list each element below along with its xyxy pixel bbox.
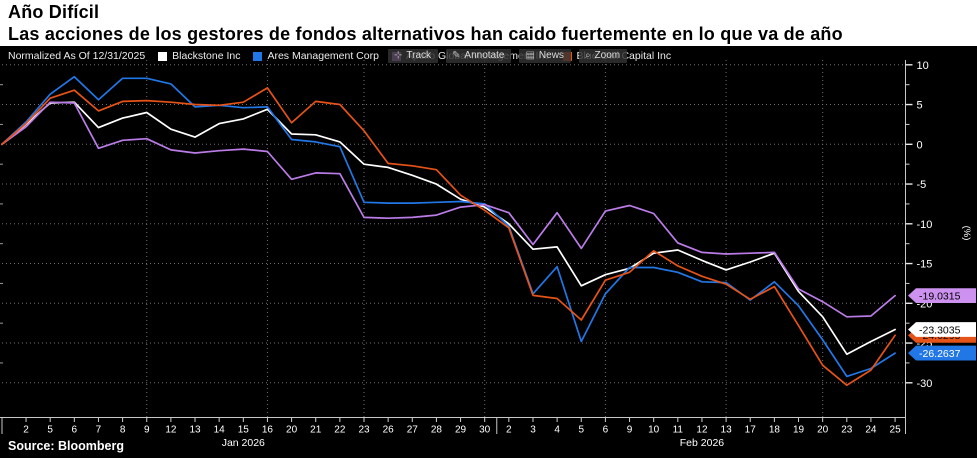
- zoom-magnifier-icon: ⌕: [585, 51, 591, 61]
- x-tick-label: 9: [144, 425, 150, 436]
- news-button[interactable]: ▤ News: [519, 49, 570, 63]
- y-tick-label: 10: [917, 60, 929, 72]
- x-tick-label: 19: [793, 425, 805, 436]
- x-tick-label: 13: [189, 425, 201, 436]
- x-tick-label: 6: [603, 425, 609, 436]
- x-tick-label: 6: [72, 425, 78, 436]
- y-tick-label: -30: [917, 378, 933, 390]
- page-subtitle: Las acciones de los gestores de fondos a…: [8, 23, 969, 45]
- chart-area: Normalized As Of 12/31/2025 Blackstone I…: [0, 46, 977, 458]
- annotate-button[interactable]: ✎ Annotate: [446, 49, 511, 63]
- x-tick-label: 17: [745, 425, 757, 436]
- zoom-button[interactable]: ⌕ Zoom: [579, 49, 627, 63]
- x-tick-label: 5: [47, 425, 53, 436]
- toolbar-button-label: Zoom: [595, 50, 621, 61]
- source-attribution: Source: Bloomberg: [8, 439, 124, 453]
- y-tick-label: 0: [917, 139, 923, 151]
- toolbar-button-label: Annotate: [464, 50, 504, 61]
- x-tick-label: 23: [841, 425, 853, 436]
- y-tick-label: -15: [917, 259, 933, 271]
- track-button[interactable]: ⊹ Track: [388, 49, 438, 63]
- x-tick-label: 15: [238, 425, 250, 436]
- x-tick-label: 13: [721, 425, 733, 436]
- x-tick-label: 21: [310, 425, 322, 436]
- price-label-value: -19.0315: [919, 290, 961, 302]
- x-tick-label: 10: [648, 425, 660, 436]
- x-tick-label: 22: [334, 425, 346, 436]
- price-label-value: -23.3035: [919, 324, 961, 336]
- series-line-apollo-global-management-inc: [2, 102, 895, 317]
- x-tick-label: 4: [554, 425, 560, 436]
- toolbar-button-label: Track: [406, 50, 431, 61]
- x-tick-label: 16: [262, 425, 274, 436]
- x-tick-label: 5: [578, 425, 584, 436]
- y-tick-label: -5: [917, 179, 927, 191]
- y-axis-unit-label: (%): [961, 226, 972, 241]
- month-label: Jan 2026: [222, 437, 265, 449]
- x-tick-label: 7: [96, 425, 102, 436]
- x-tick-label: 20: [286, 425, 298, 436]
- series-line-ares-management-corp: [2, 77, 895, 377]
- x-tick-label: 23: [358, 425, 370, 436]
- news-icon: ▤: [525, 51, 534, 61]
- chart-plot[interactable]: 1050-5-10-15-20-25-302567891213141516202…: [0, 46, 977, 458]
- annotate-pencil-icon: ✎: [452, 51, 460, 61]
- page-title: Año Difícil: [8, 2, 969, 23]
- x-tick-label: 14: [214, 425, 226, 436]
- x-tick-label: 28: [431, 425, 443, 436]
- x-tick-label: 29: [455, 425, 467, 436]
- y-tick-label: -10: [917, 219, 933, 231]
- x-tick-label: 25: [890, 425, 902, 436]
- x-tick-label: 11: [673, 425, 684, 436]
- track-crosshair-icon: ⊹: [394, 51, 402, 61]
- x-tick-label: 18: [769, 425, 781, 436]
- series-line-blue-owl-capital-inc: [2, 88, 895, 385]
- x-tick-label: 12: [165, 425, 177, 436]
- x-tick-label: 2: [506, 425, 512, 436]
- toolbar-button-label: News: [539, 50, 564, 61]
- price-label-value: -26.2637: [919, 348, 961, 360]
- x-tick-label: 27: [407, 425, 419, 436]
- y-tick-label: 5: [917, 100, 923, 112]
- x-tick-label: 12: [696, 425, 708, 436]
- x-tick-label: 24: [865, 425, 877, 436]
- chart-toolbar: ⊹ Track ✎ Annotate ▤ News ⌕ Zoom: [388, 49, 627, 63]
- x-tick-label: 20: [817, 425, 829, 436]
- title-bar: Año Difícil Las acciones de los gestores…: [0, 0, 977, 46]
- x-tick-label: 9: [627, 425, 633, 436]
- x-tick-label: 2: [23, 425, 29, 436]
- month-label: Feb 2026: [680, 437, 725, 449]
- x-tick-label: 30: [479, 425, 491, 436]
- x-tick-label: 8: [120, 425, 126, 436]
- x-tick-label: 3: [530, 425, 536, 436]
- x-tick-label: 26: [383, 425, 395, 436]
